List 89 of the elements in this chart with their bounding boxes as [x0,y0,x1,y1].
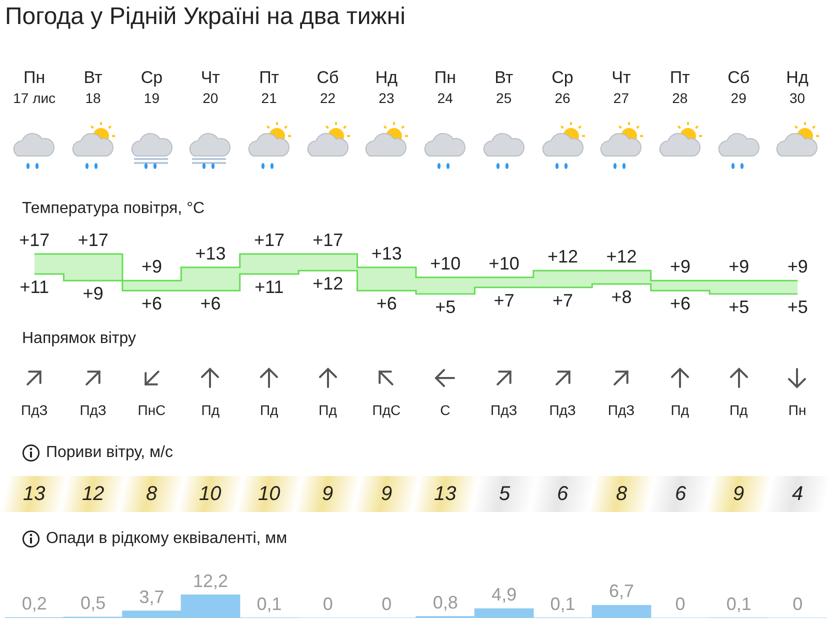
data-label: 12,2 [192,570,228,591]
data-label: 3,7 [139,586,164,607]
x-tick-label: Нд 30 [785,68,810,108]
data-label: 0,5 [80,593,106,614]
category-label: ПдЗ [20,402,49,418]
x-tick-label: Пт 28 [668,68,691,108]
category-label: ПдС [371,402,402,418]
data-label: 6 [556,482,568,507]
chart-title: Погода у Рідній Україні на два тижні [5,3,406,31]
x-tick-label: Нд 23 [374,68,399,108]
x-tick-label: Сб 29 [726,68,751,108]
data-label: +8 [611,286,632,307]
data-label: 0 [322,594,333,614]
data-label: +5 [435,296,456,317]
category-label: ПдЗ [490,402,518,418]
data-label: +5 [787,296,808,317]
data-label: +13 [195,243,226,264]
data-label: 8 [616,482,627,507]
data-label: +11 [20,276,49,297]
data-label: +9 [670,256,690,277]
data-label: +6 [142,294,162,314]
data-label: 0,1 [550,594,576,614]
x-tick-label: Ср 19 [140,68,164,108]
data-label: 10 [199,482,222,507]
x-tick-label: Вт 25 [494,68,514,108]
x-tick-label: Ср 26 [550,68,574,108]
data-label: 0,1 [256,594,282,614]
x-tick-label: Пн 17 лис [12,68,57,108]
data-label: +17 [254,230,284,250]
data-label: 9 [322,482,334,507]
data-label: 12 [82,482,104,507]
data-label: +17 [78,230,108,250]
data-label: 9 [733,482,744,507]
data-label: 13 [23,482,46,507]
data-label: 4 [792,482,803,507]
category-label: С [439,402,452,418]
data-label: +6 [376,294,397,314]
category-label: Пд [318,402,338,418]
data-label: +12 [312,274,344,294]
category-label: Пд [200,402,221,418]
category-label: ПдЗ [548,402,577,418]
category-label: Пд [728,402,749,418]
x-tick-label: Вт 18 [82,68,104,108]
data-label: 0 [792,594,803,614]
data-label: 0,8 [432,592,458,612]
data-label: +17 [312,230,344,250]
data-label: 10 [258,482,280,507]
data-label: +10 [430,253,461,274]
data-label: 13 [434,482,456,507]
x-tick-label: Чт 20 [200,68,221,108]
data-label: 6,7 [608,581,634,602]
x-tick-label: Сб 22 [316,68,340,108]
data-label: 0,1 [726,594,752,614]
category-label: ПдЗ [78,402,108,418]
data-label: +12 [606,246,637,267]
data-label: +13 [371,243,402,264]
data-label: +9 [142,256,162,277]
text: Напрямок вітру [22,330,136,348]
chart-subtitle: Температура повітря, °C [22,200,205,218]
data-label: +10 [488,253,520,274]
data-label: +6 [670,294,690,314]
data-label: 9 [380,482,392,507]
data-label: 8 [146,482,158,507]
data-label: 0 [675,594,686,614]
text: Пориви вітру, м/с [46,444,173,462]
category-label: ПдЗ [606,402,636,418]
category-label: Пд [258,402,280,418]
data-label: 4,9 [492,584,517,605]
data-label: +7 [494,290,514,310]
category-label: Пн [787,402,808,418]
chart-title: Опади в рідкому еквіваленті, мм [46,530,288,548]
data-label: 6 [674,482,686,507]
x-tick-label: Пн 24 [433,68,457,108]
data-label: +9 [787,256,808,277]
data-label: +12 [548,246,578,267]
x-tick-label: Чт 27 [610,68,632,108]
data-label: +5 [728,296,750,317]
data-label: +17 [19,230,50,250]
x-tick-label: Пт 21 [258,68,280,108]
data-label: 0,2 [22,594,47,614]
data-label: 5 [498,482,510,507]
data-label: +11 [254,276,284,297]
category-label: ПнС [136,402,167,418]
data-label: +9 [728,256,750,277]
data-label: 0 [382,594,392,614]
category-label: Пд [670,402,690,418]
data-label: +6 [200,294,221,314]
data-label: +9 [82,284,104,304]
data-label: +7 [552,290,574,310]
